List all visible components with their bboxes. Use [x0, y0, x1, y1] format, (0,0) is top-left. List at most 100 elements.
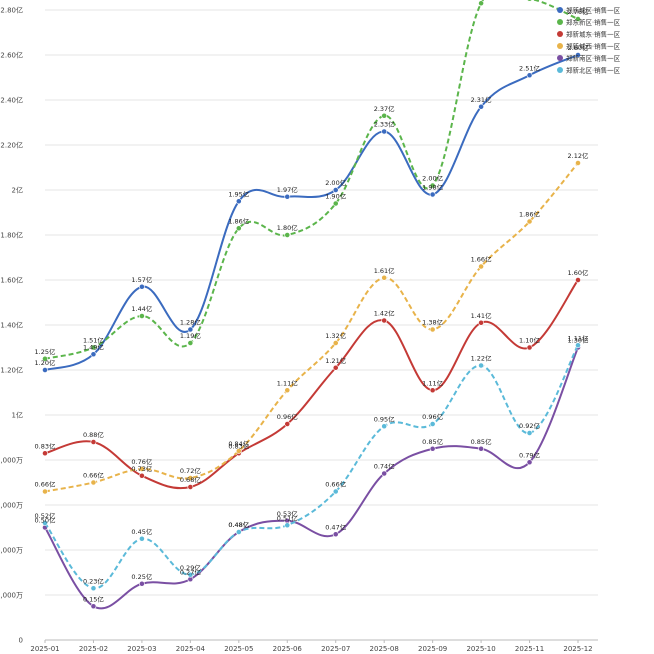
data-point[interactable] [284, 232, 291, 238]
data-point[interactable] [478, 362, 484, 369]
data-label: 0.27亿 [180, 567, 201, 576]
data-label: 1.10亿 [519, 336, 540, 345]
data-point[interactable] [90, 344, 97, 351]
data-label: 0.51亿 [277, 513, 298, 522]
series-line [44, 0, 579, 360]
data-point[interactable] [575, 52, 581, 58]
y-tick-label: 2.40亿 [0, 96, 23, 105]
data-point[interactable] [42, 367, 48, 373]
data-point[interactable] [332, 200, 339, 207]
data-point[interactable] [526, 344, 533, 351]
data-point[interactable] [478, 445, 484, 452]
data-label: 0.25亿 [131, 572, 152, 581]
data-point[interactable] [139, 313, 145, 319]
data-point[interactable] [332, 531, 339, 538]
data-point[interactable] [42, 450, 48, 457]
data-point[interactable] [90, 585, 97, 592]
data-point[interactable] [139, 535, 145, 542]
data-point[interactable] [526, 72, 533, 79]
y-tick-label: 1.20亿 [0, 366, 23, 375]
data-point[interactable] [332, 187, 339, 193]
data-point[interactable] [478, 0, 484, 7]
y-tick-label: 2.20亿 [0, 141, 23, 150]
data-label: 2.12亿 [568, 151, 589, 160]
data-point[interactable] [575, 342, 581, 349]
data-point[interactable] [139, 472, 145, 479]
data-point[interactable] [235, 529, 242, 535]
data-point[interactable] [429, 387, 436, 394]
data-point[interactable] [42, 488, 48, 495]
data-point[interactable] [284, 522, 291, 529]
legend-label: 郑新北区·销售一区 [566, 66, 621, 75]
data-point[interactable] [381, 128, 388, 135]
legend-item[interactable]: 郑新城东·销售一区 [557, 30, 621, 39]
data-point[interactable] [235, 225, 242, 232]
data-point[interactable] [429, 191, 436, 198]
data-point[interactable] [429, 182, 436, 189]
x-tick-label: 2025-11 [515, 645, 544, 653]
data-point[interactable] [90, 351, 97, 358]
data-point[interactable] [332, 340, 339, 346]
data-point[interactable] [187, 484, 194, 490]
legend-label: 郑新城西·销售一区 [566, 42, 621, 51]
data-point[interactable] [478, 103, 484, 110]
data-label: 1.20亿 [35, 358, 56, 367]
legend-item[interactable]: 郑新城西·销售一区 [557, 42, 621, 51]
data-point[interactable] [187, 571, 194, 578]
data-point[interactable] [381, 274, 388, 281]
data-point[interactable] [526, 218, 533, 225]
x-tick-label: 2025-07 [321, 645, 350, 653]
legend-item[interactable]: 郑东新区·销售一区 [557, 18, 621, 27]
data-point[interactable] [526, 0, 533, 2]
data-point[interactable] [90, 603, 97, 610]
data-point[interactable] [526, 430, 533, 436]
data-point[interactable] [139, 580, 145, 587]
data-point[interactable] [139, 466, 145, 472]
data-point[interactable] [381, 112, 388, 119]
data-point[interactable] [575, 160, 581, 166]
data-point[interactable] [187, 326, 194, 333]
data-point[interactable] [381, 317, 388, 324]
data-label: 0.47亿 [325, 522, 346, 531]
data-point[interactable] [332, 364, 339, 371]
data-label: 1.21亿 [325, 356, 346, 365]
data-point[interactable] [139, 283, 145, 290]
data-label: 1.86亿 [228, 216, 249, 225]
legend-item[interactable]: 郑新南区·销售一区 [557, 54, 621, 63]
data-point[interactable] [526, 459, 533, 466]
data-label: 0.66亿 [83, 471, 104, 480]
data-point[interactable] [235, 198, 242, 205]
data-point[interactable] [429, 445, 436, 452]
y-tick-label: 4,000万 [0, 547, 23, 555]
data-point[interactable] [90, 439, 97, 445]
data-point[interactable] [284, 421, 291, 427]
data-point[interactable] [42, 520, 48, 526]
y-tick-label: 1.40亿 [0, 321, 23, 330]
legend-item[interactable]: 郑新北区·销售一区 [557, 66, 621, 75]
data-label: 2.31亿 [471, 95, 492, 104]
data-point[interactable] [381, 470, 388, 477]
data-label: 1.25亿 [35, 347, 56, 356]
data-label: 1.44亿 [131, 304, 152, 313]
legend-item[interactable]: 郑新城区·销售一区 [557, 6, 621, 15]
y-tick-label: 2亿 [12, 186, 23, 195]
data-point[interactable] [478, 263, 484, 270]
data-point[interactable] [284, 387, 291, 394]
data-point[interactable] [332, 488, 339, 495]
data-label: 1.61亿 [374, 266, 395, 275]
data-point[interactable] [429, 326, 436, 333]
data-point[interactable] [575, 277, 581, 283]
data-point[interactable] [381, 423, 388, 430]
data-point[interactable] [575, 16, 581, 22]
data-point[interactable] [235, 448, 242, 454]
data-label: 1.30亿 [568, 336, 589, 345]
data-point[interactable] [284, 193, 291, 200]
data-point[interactable] [478, 319, 484, 326]
data-point[interactable] [42, 355, 48, 362]
data-point[interactable] [187, 340, 194, 346]
data-point[interactable] [90, 479, 97, 486]
legend-marker [557, 7, 563, 13]
data-point[interactable] [429, 421, 436, 427]
data-point[interactable] [187, 475, 194, 481]
data-label: 1.32亿 [325, 331, 346, 340]
